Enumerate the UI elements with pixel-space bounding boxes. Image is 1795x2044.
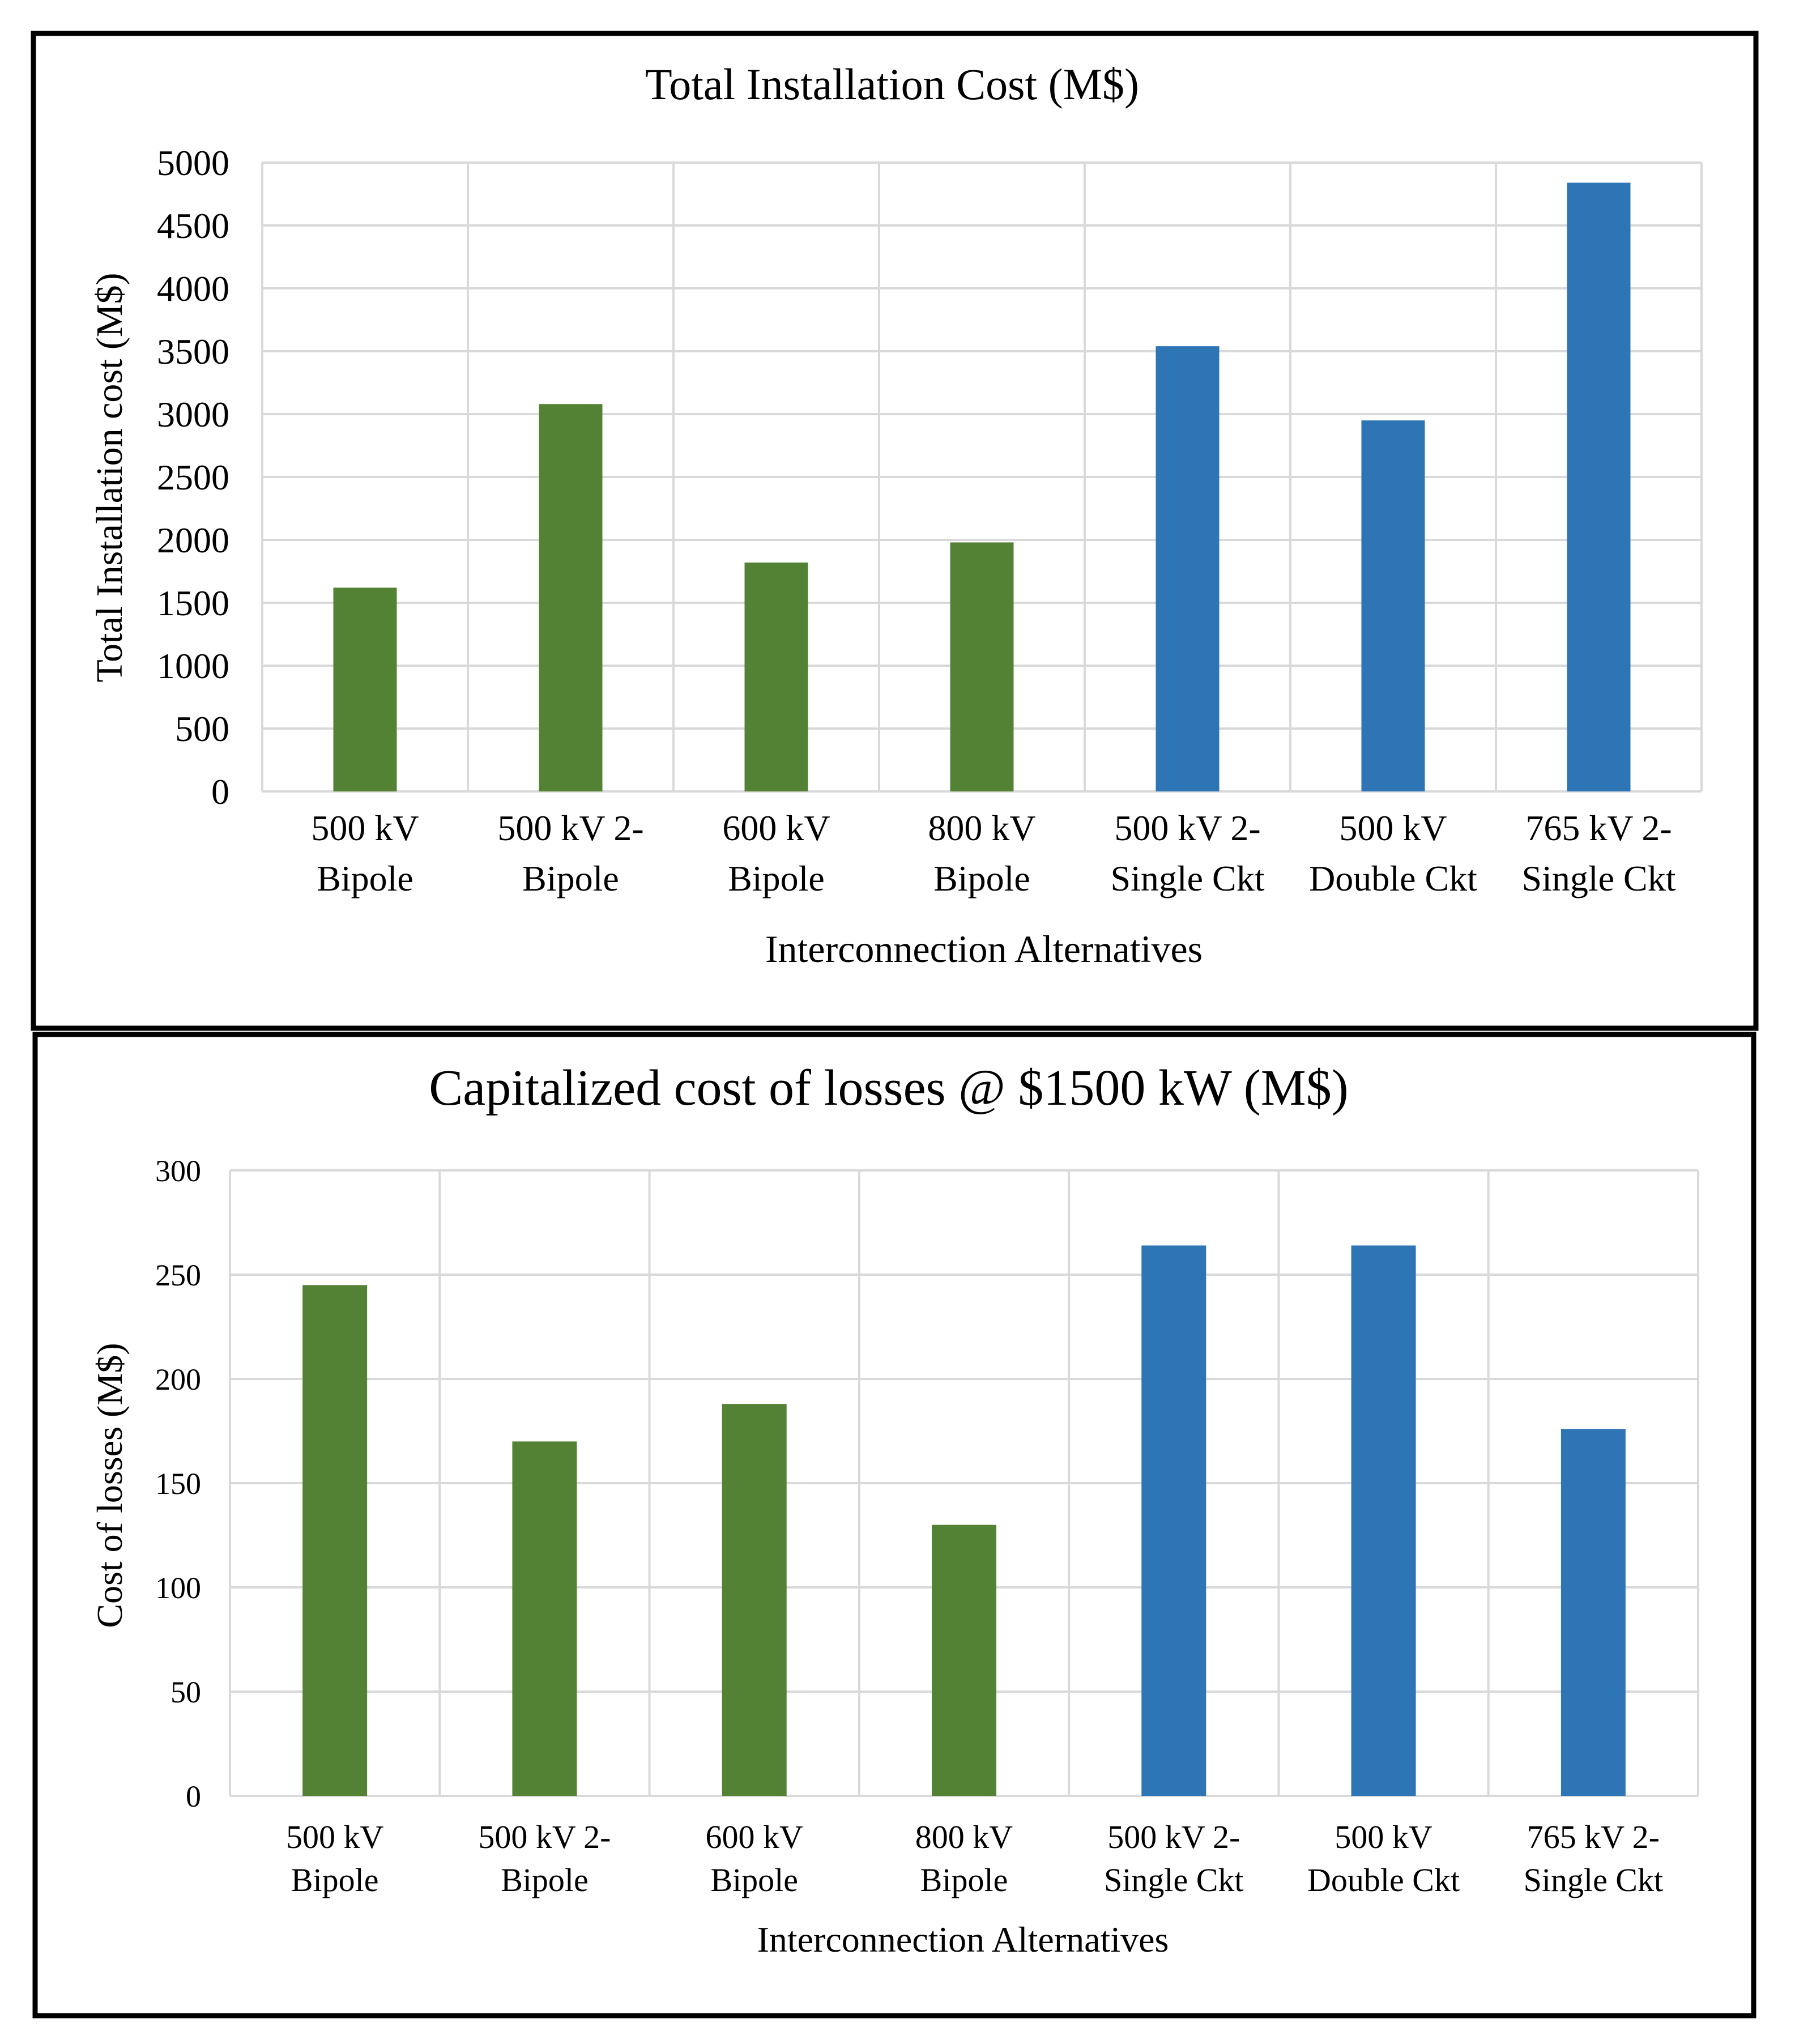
- chart-2-bar-2: [512, 1441, 577, 1796]
- chart-1-x-tick-label: 500 kV: [311, 808, 419, 848]
- chart-2-x-tick-label: 500 kV: [286, 1819, 384, 1855]
- chart-2-frame: [32, 1032, 1756, 2019]
- chart-2-bar-4: [932, 1525, 996, 1796]
- chart-1-x-tick-label: 765 kV 2-: [1525, 808, 1672, 848]
- chart-2-y-tick-label: 150: [155, 1467, 201, 1501]
- chart-1-y-tick-label: 2000: [157, 520, 229, 560]
- chart-1-bar-2: [539, 404, 603, 791]
- chart-1-x-tick-label: Double Ckt: [1309, 858, 1477, 898]
- chart-1-frame: [31, 31, 1759, 1031]
- chart-1-x-tick-label: Single Ckt: [1521, 858, 1675, 898]
- chart-2-x-tick-label: 500 kV 2-: [1107, 1819, 1240, 1855]
- chart-1-bar-1: [333, 587, 397, 791]
- chart-2-y-tick-label: 0: [186, 1779, 201, 1813]
- chart-1-y-tick-label: 5000: [157, 143, 229, 183]
- chart-2-x-tick-label: Bipole: [291, 1862, 379, 1898]
- chart-1-x-tick-label: 800 kV: [928, 808, 1035, 848]
- chart-2-bar-5: [1141, 1245, 1206, 1796]
- chart-2-y-tick-label: 50: [170, 1675, 201, 1709]
- chart-1-y-tick-label: 3500: [157, 331, 229, 372]
- chart-1-x-tick-label: Bipole: [522, 858, 619, 898]
- chart-1-y-ticks: 0 500 1000 1500 2000 2500 3000 3500 4000 4500 5000: [157, 143, 229, 812]
- chart-1-x-ticks: 500 kV Bipole 500 kV 2- Bipole 600 kV Bipole 8…: [311, 808, 1675, 898]
- chart-1-bars: [333, 182, 1631, 791]
- chart-1-y-tick-label: 4000: [157, 269, 229, 309]
- chart-2-y-tick-label: 250: [155, 1258, 201, 1292]
- chart-2-x-tick-label: 600 kV: [706, 1819, 804, 1855]
- chart-2-x-tick-label: Bipole: [920, 1862, 1008, 1898]
- chart-2-bar-6: [1351, 1245, 1416, 1796]
- chart-1-x-tick-label: 500 kV 2-: [1114, 808, 1260, 848]
- chart-1-x-tick-label: 500 kV 2-: [497, 808, 643, 848]
- chart-2-bar-7: [1561, 1429, 1626, 1796]
- chart-2-x-tick-label: Bipole: [501, 1862, 589, 1898]
- chart-1-y-tick-label: 2500: [157, 457, 229, 497]
- chart-1-bar-7: [1567, 182, 1631, 791]
- chart-2-y-tick-label: 200: [155, 1362, 201, 1396]
- chart-1-x-tick-label: Bipole: [728, 858, 825, 898]
- chart-2-x-tick-label: Double Ckt: [1307, 1862, 1460, 1898]
- chart-1-y-tick-label: 500: [175, 709, 229, 749]
- chart-2-bars: [302, 1245, 1626, 1796]
- chart-2-bar-1: [302, 1285, 368, 1796]
- chart-2-x-tick-label: 800 kV: [915, 1819, 1013, 1855]
- chart-2-x-ticks: 500 kV Bipole 500 kV 2- Bipole 600 kV Bipole 8…: [286, 1819, 1663, 1898]
- chart-1-x-tick-label: 500 kV: [1339, 808, 1447, 848]
- chart-2-bar-3: [722, 1404, 787, 1796]
- chart-2-y-ticks: 0 50 100 150 200 250 300: [155, 1154, 201, 1813]
- chart-1-x-tick-label: Bipole: [933, 858, 1030, 898]
- chart-1-bar-4: [950, 542, 1014, 791]
- chart-2-x-tick-label: 500 kV: [1334, 1819, 1432, 1855]
- chart-1-y-tick-label: 4500: [157, 206, 229, 246]
- chart-1-gridlines: [261, 161, 1703, 793]
- chart-1-bar-5: [1156, 346, 1220, 791]
- chart-1-y-tick-label: 3000: [157, 394, 229, 435]
- chart-2-title: Capitalized cost of losses @ $1500 kW (M…: [429, 1060, 1348, 1116]
- chart-2-x-tick-label: Single Ckt: [1104, 1862, 1244, 1898]
- chart-1-y-tick-label: 0: [211, 772, 229, 812]
- chart-1-x-tick-label: 600 kV: [722, 808, 830, 848]
- chart-1-title: Total Installation Cost (M$): [645, 59, 1139, 109]
- chart-1-x-axis-label: Interconnection Alternatives: [765, 927, 1203, 970]
- chart-2-x-tick-label: Single Ckt: [1524, 1862, 1664, 1898]
- chart-1-y-axis-label: Total Installation cost (M$): [89, 272, 130, 682]
- chart-2-y-tick-label: 300: [155, 1154, 201, 1188]
- chart-1-x-tick-label: Single Ckt: [1110, 858, 1264, 898]
- chart-1-y-tick-label: 1500: [157, 583, 229, 623]
- chart-2-x-axis-label: Interconnection Alternatives: [757, 1919, 1169, 1960]
- chart-1-x-tick-label: Bipole: [317, 858, 413, 898]
- chart-1-bar-3: [744, 562, 808, 791]
- chart-2-y-axis-label: Cost of losses (M$): [89, 1343, 130, 1628]
- chart-2-y-tick-label: 100: [155, 1571, 201, 1605]
- chart-1-bar-6: [1361, 420, 1425, 791]
- chart-2-x-tick-label: 500 kV 2-: [478, 1819, 611, 1855]
- chart-1-y-tick-label: 1000: [157, 646, 229, 686]
- chart-2-x-tick-label: 765 kV 2-: [1527, 1819, 1660, 1855]
- chart-2-x-tick-label: Bipole: [710, 1862, 798, 1898]
